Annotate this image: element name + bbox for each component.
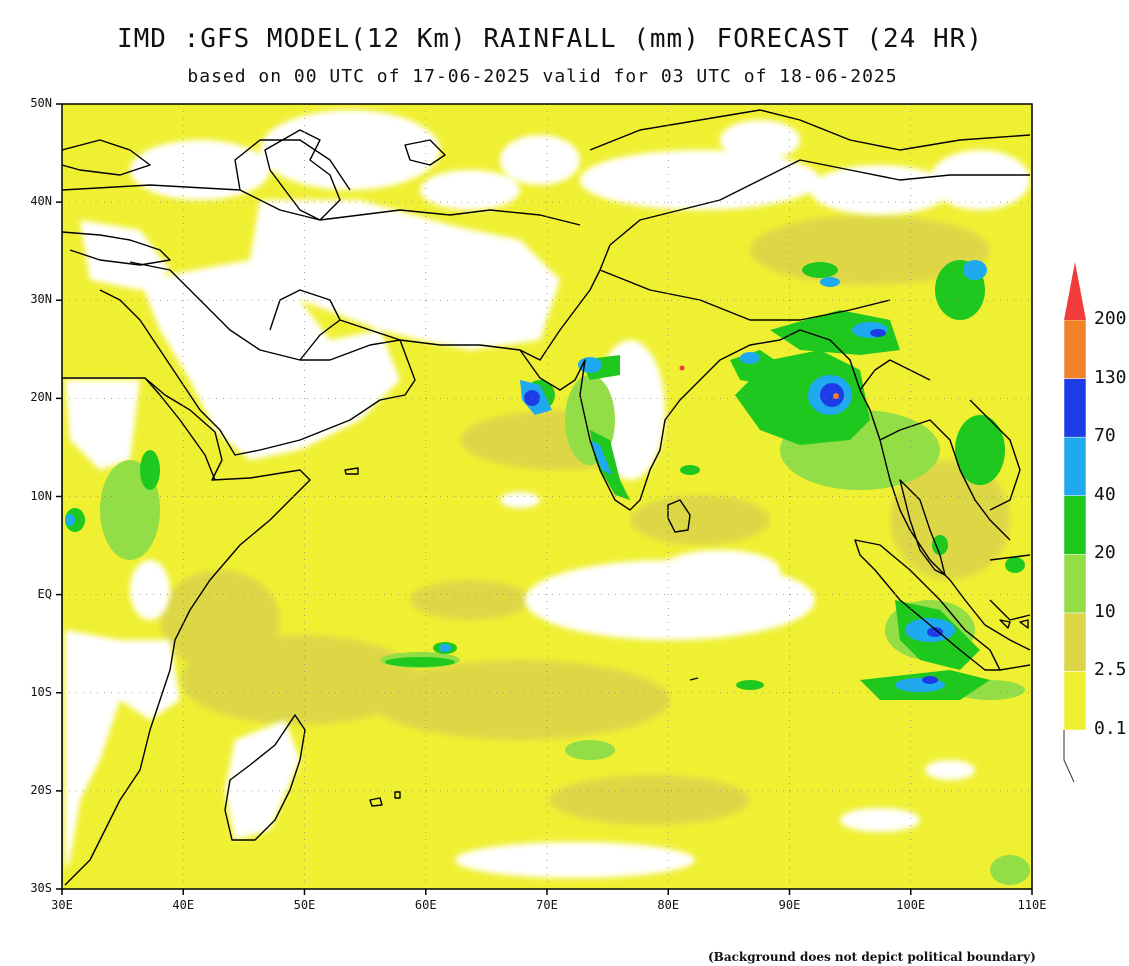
map-subtitle: based on 00 UTC of 17-06-2025 valid for …	[187, 66, 898, 87]
lat-label: 20S	[30, 782, 52, 797]
legend-swatch	[1063, 671, 1087, 731]
legend-swatch	[1063, 495, 1087, 555]
lat-label: 10S	[30, 684, 52, 699]
lat-label: 30N	[30, 292, 52, 307]
no-rain-areas	[65, 110, 1030, 878]
legend-level-label: 70	[1094, 425, 1116, 447]
legend-swatch	[1063, 612, 1087, 672]
lon-label: 110E	[1017, 898, 1047, 912]
lon-label: 40E	[172, 898, 195, 912]
legend-swatch	[1063, 436, 1087, 496]
legend-swatch	[1063, 378, 1087, 438]
lat-label: 50N	[30, 96, 52, 110]
legend-level-label: 40	[1094, 483, 1116, 505]
axis-ticks	[56, 103, 1033, 895]
legend-colorbar	[1063, 262, 1087, 731]
grid-lines	[62, 104, 1032, 889]
legend-swatch	[1063, 554, 1087, 614]
lon-label: 60E	[414, 898, 437, 912]
legend-swatch	[1063, 319, 1087, 379]
legend-level-label: 130	[1094, 366, 1127, 388]
legend-level-label: 2.5	[1094, 659, 1127, 681]
legend-level-label: 200	[1094, 308, 1127, 329]
coastlines	[62, 109, 1031, 886]
rain-heavy-dots	[679, 365, 839, 399]
lon-label: 70E	[536, 898, 558, 912]
lat-label: 30S	[30, 881, 52, 895]
lon-label: 80E	[657, 898, 680, 912]
legend-bottom-line	[1063, 730, 1075, 783]
legend-top-triangle	[1064, 262, 1086, 320]
lat-label: 20N	[30, 390, 52, 405]
legend-level-label: 10	[1094, 600, 1116, 622]
lon-label: 100E	[896, 898, 926, 912]
rainfall-field	[62, 104, 1032, 889]
footnote: (Background does not depict political bo…	[708, 950, 1036, 964]
map-title: IMD :GFS MODEL(12 Km) RAINFALL (mm) FORE…	[117, 24, 983, 54]
lon-label: 50E	[293, 898, 316, 912]
lat-label: 40N	[30, 194, 52, 209]
lon-label: 90E	[778, 898, 801, 912]
legend-level-label: 0.1	[1094, 718, 1127, 739]
lon-label: 30E	[51, 898, 73, 912]
legend-level-label: 20	[1094, 542, 1116, 564]
lat-label: 10N	[30, 488, 52, 503]
lat-label: EQ	[37, 586, 52, 601]
